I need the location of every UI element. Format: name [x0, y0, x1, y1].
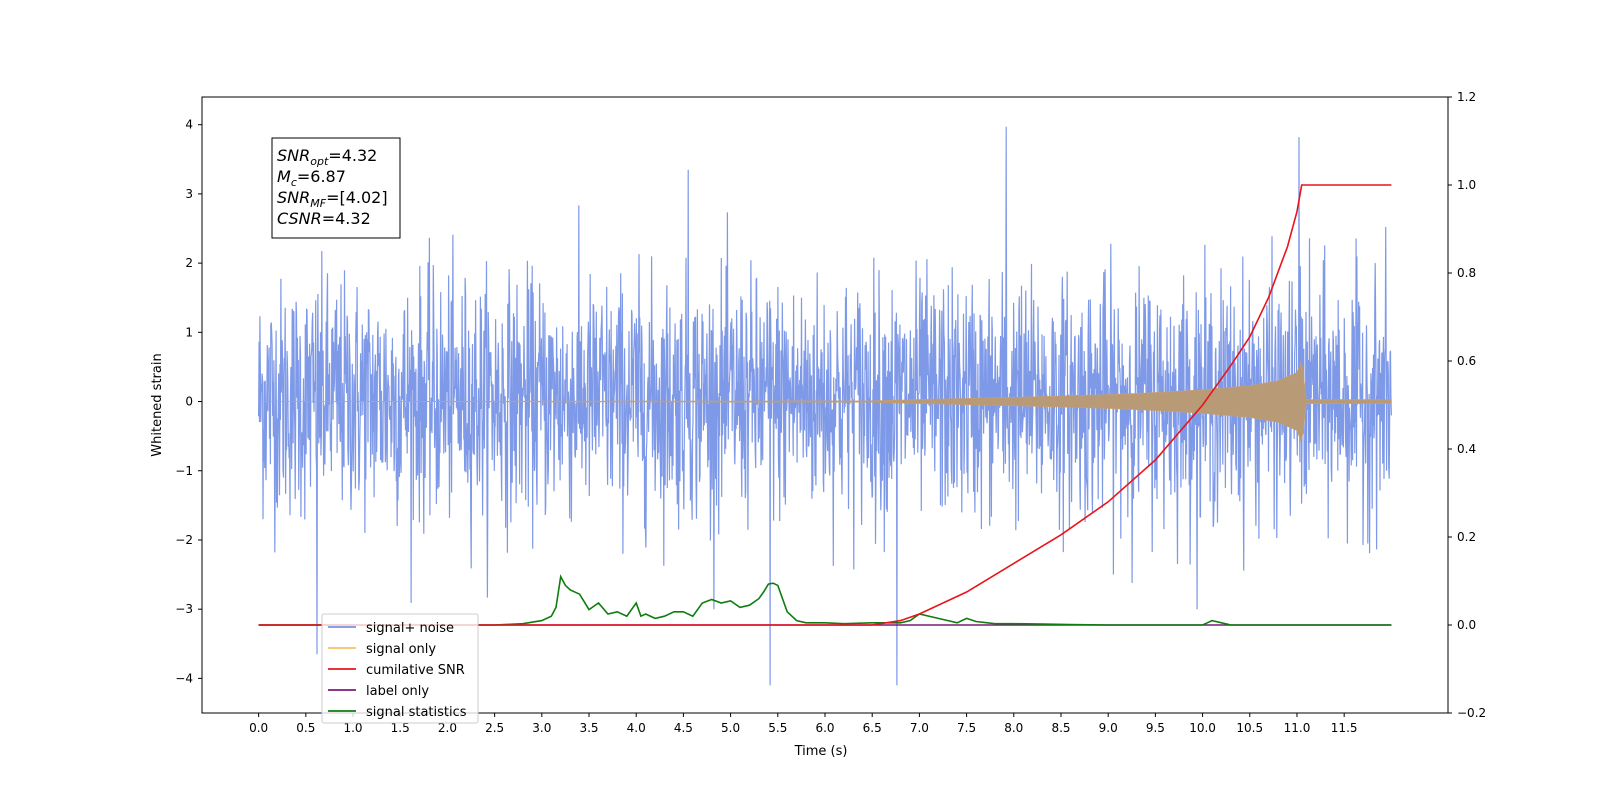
y2-tick-label: −0.2 — [1457, 706, 1486, 720]
x-tick-label: 7.5 — [957, 721, 976, 735]
x-tick-label: 0.0 — [249, 721, 268, 735]
x-axis-label: Time (s) — [794, 744, 848, 759]
legend-label: signal only — [366, 642, 436, 657]
x-tick-label: 8.0 — [1004, 721, 1023, 735]
x-tick-label: 9.5 — [1146, 721, 1165, 735]
legend-frame — [321, 613, 479, 724]
y-tick-label: 4 — [185, 118, 193, 132]
legend-label: label only — [366, 684, 429, 699]
x-tick-label: 2.0 — [438, 721, 457, 735]
x-tick-label: 3.5 — [579, 721, 598, 735]
y2-tick-label: 1.2 — [1457, 90, 1476, 104]
y-tick-label: −4 — [175, 671, 193, 685]
legend-label: signal statistics — [366, 705, 467, 720]
annotation-frame — [271, 137, 401, 239]
series-signal-only-band — [258, 361, 1392, 442]
series-cumilative-snr-line — [258, 184, 1392, 626]
y-tick-label: 1 — [185, 325, 193, 339]
annotation-line: SNRMF=[4.02] — [277, 188, 388, 210]
y2-tick-label: 1.0 — [1457, 178, 1476, 192]
x-tick-label: 0.5 — [296, 721, 315, 735]
y-tick-label: −2 — [175, 533, 193, 547]
x-tick-label: 6.5 — [863, 721, 882, 735]
x-tick-label: 8.5 — [1051, 721, 1070, 735]
y-axis-left: 4 3 2 1 0 −1 −2 −3 −4 — [175, 118, 202, 685]
y-axis-label: Whitened strain — [150, 353, 165, 456]
x-tick-label: 5.5 — [768, 721, 787, 735]
y-tick-label: −1 — [175, 464, 193, 478]
legend-label: cumilative SNR — [366, 663, 465, 678]
y2-tick-label: 0.0 — [1457, 618, 1476, 632]
x-tick-label: 1.0 — [343, 721, 362, 735]
x-tick-label: 1.5 — [391, 721, 410, 735]
annotation-line: SNRopt=4.32 — [277, 146, 377, 168]
y-axis-right: 1.2 1.0 0.8 0.6 0.4 0.2 0.0 −0.2 — [1448, 90, 1486, 720]
y-tick-label: −3 — [175, 602, 193, 616]
annotation-line: CSNR=4.32 — [277, 209, 371, 228]
x-tick-label: 9.0 — [1099, 721, 1118, 735]
legend-label: signal+ noise — [366, 621, 454, 636]
annotation-line: Mc=6.87 — [277, 167, 346, 189]
x-axis: 0.0 0.5 1.0 1.5 2.0 2.5 3.0 3.5 4.0 4.5 5.0 5.5 6.0 6… — [249, 713, 1358, 735]
x-tick-label: 4.0 — [627, 721, 646, 735]
y-tick-label: 2 — [185, 256, 193, 270]
x-tick-label: 6.0 — [815, 721, 834, 735]
legend: signal+ noise signal only cumilative SNR la… — [321, 613, 479, 724]
x-tick-label: 10.0 — [1189, 721, 1216, 735]
x-tick-label: 4.5 — [674, 721, 693, 735]
y2-tick-label: 0.4 — [1457, 442, 1476, 456]
y2-tick-label: 0.8 — [1457, 266, 1476, 280]
y2-tick-label: 0.2 — [1457, 530, 1476, 544]
x-tick-label: 11.5 — [1331, 721, 1358, 735]
x-tick-label: 11.0 — [1284, 721, 1311, 735]
y2-tick-label: 0.6 — [1457, 354, 1476, 368]
y-tick-label: 0 — [185, 395, 193, 409]
x-tick-label: 3.0 — [532, 721, 551, 735]
x-tick-label: 10.5 — [1236, 721, 1263, 735]
x-tick-label: 2.5 — [485, 721, 504, 735]
x-tick-label: 7.0 — [910, 721, 929, 735]
series-signal-noise-line — [258, 126, 1392, 686]
series-signal-statistics-line — [258, 574, 1392, 626]
x-tick-label: 5.0 — [721, 721, 740, 735]
y-tick-label: 3 — [185, 187, 193, 201]
